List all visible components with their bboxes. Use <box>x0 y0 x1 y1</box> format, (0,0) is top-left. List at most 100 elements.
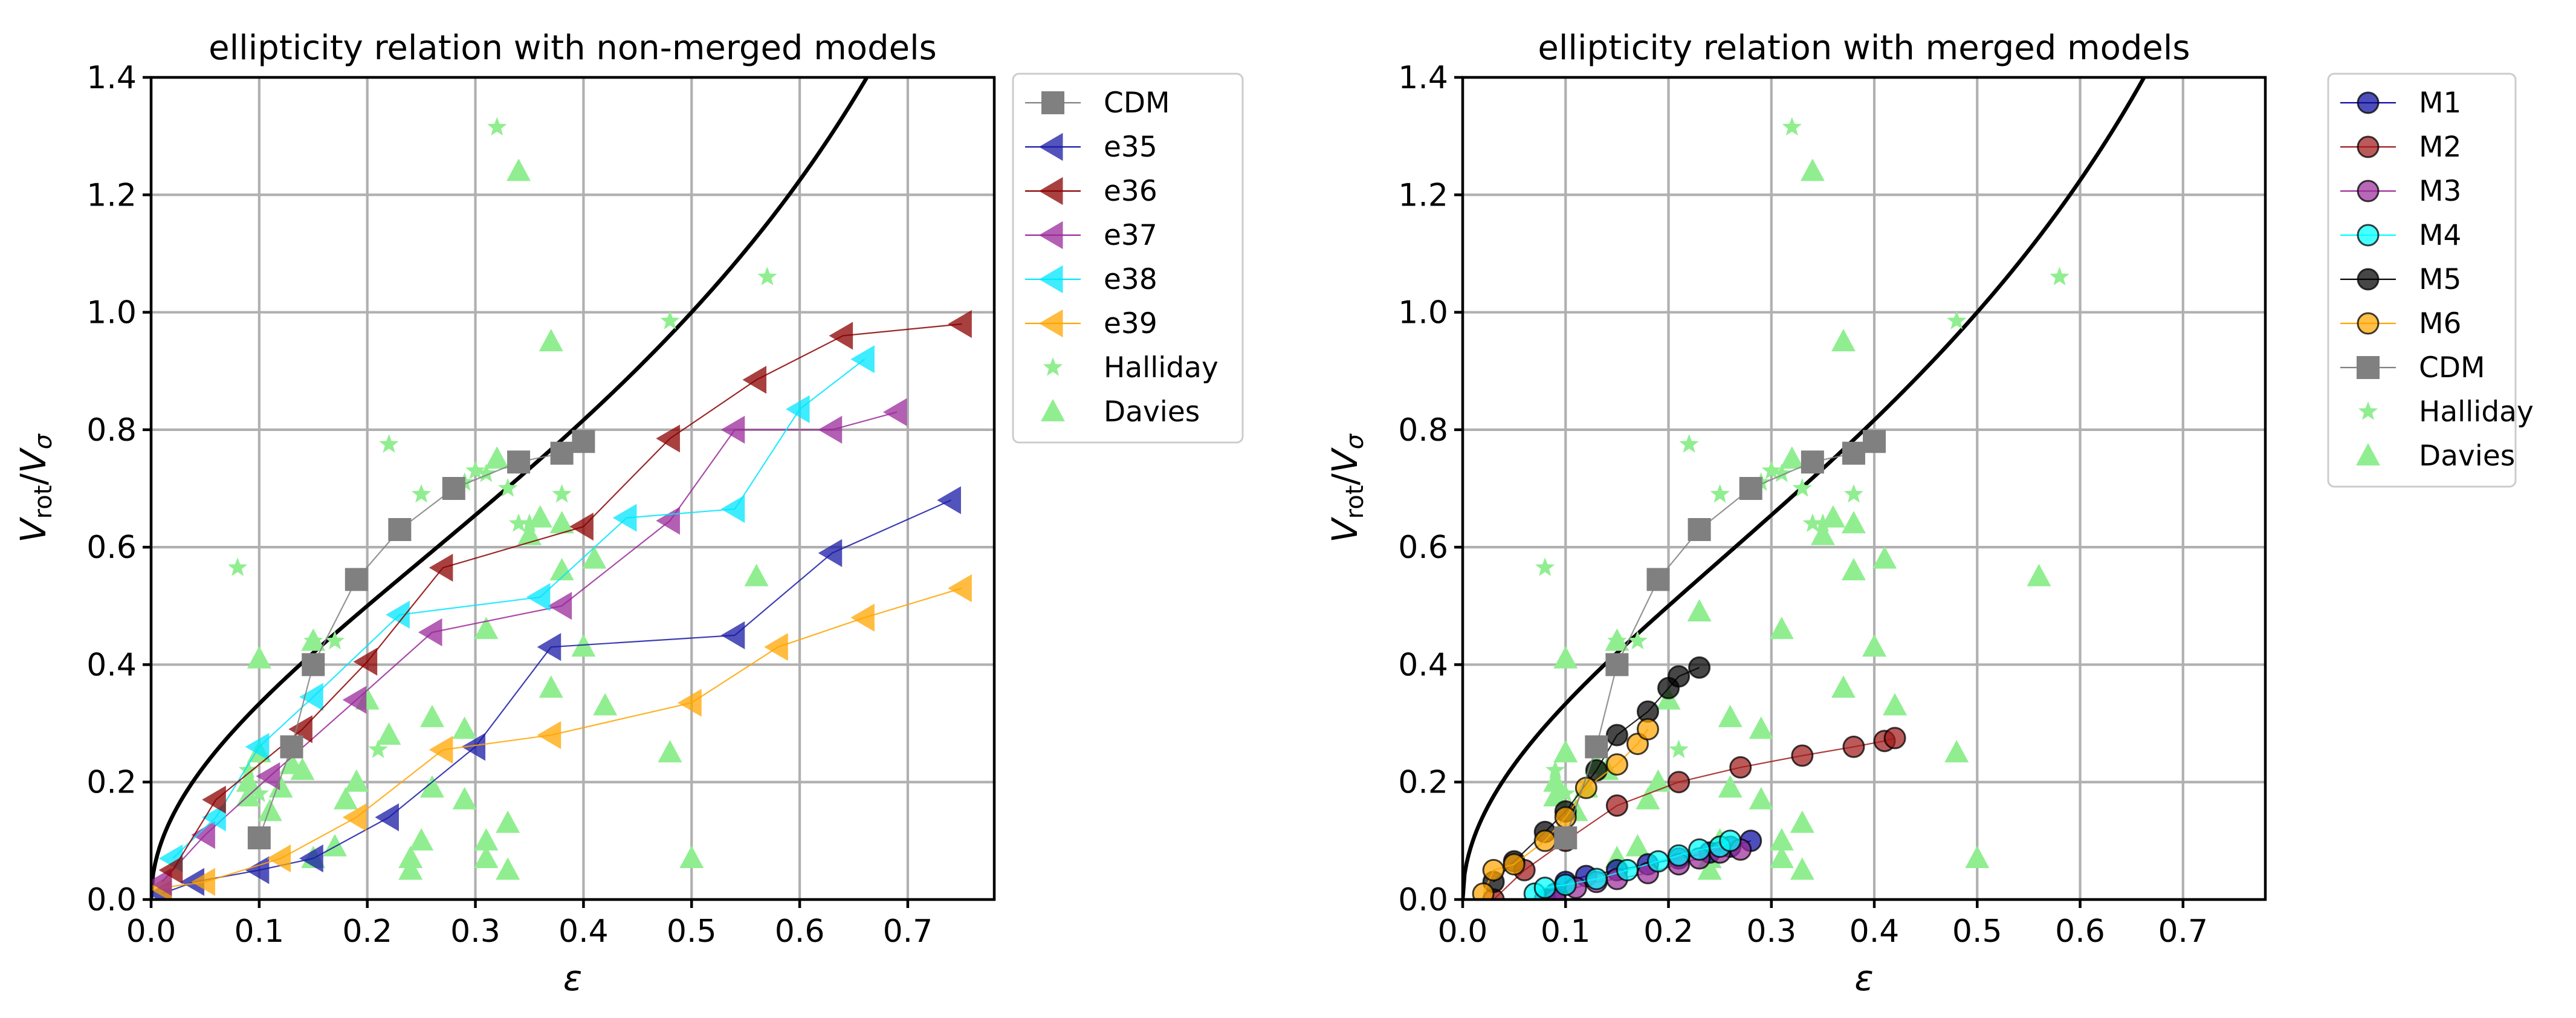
y-label-sub1: rot <box>30 485 57 519</box>
point-halliday <box>1545 760 1565 779</box>
point-halliday <box>660 311 680 329</box>
point-m6 <box>1472 882 1495 900</box>
point-cdm <box>1605 653 1629 676</box>
point-davies <box>549 511 574 534</box>
point-cdm <box>302 653 325 676</box>
point-davies <box>528 505 552 528</box>
point-m5 <box>1688 656 1711 679</box>
legend-label-m6: M6 <box>2419 307 2461 340</box>
point-m2 <box>1605 794 1628 817</box>
point-m6 <box>1574 776 1597 799</box>
series-line-e39 <box>161 588 962 889</box>
legend-label-e36: e36 <box>1104 175 1157 208</box>
x-tick-label: 0.7 <box>2158 913 2208 950</box>
point-davies <box>1779 446 1804 469</box>
point-e35 <box>937 486 961 514</box>
point-davies <box>582 546 607 569</box>
y-tick-label: 1.0 <box>1398 295 1448 331</box>
legend-marker-m5 <box>2357 268 2380 291</box>
x-tick-label: 0.6 <box>775 913 825 950</box>
plot-area <box>151 77 972 900</box>
y-tick-label: 1.2 <box>1398 177 1448 213</box>
point-m4 <box>1646 850 1669 873</box>
legend-label-davies: Davies <box>1104 395 1200 429</box>
point-davies <box>1831 675 1856 698</box>
point-davies <box>268 775 293 798</box>
point-cdm <box>1646 568 1670 591</box>
point-e36 <box>353 647 378 676</box>
y-label-slash: / <box>1324 473 1365 485</box>
point-davies <box>1697 857 1722 880</box>
point-davies <box>485 446 510 469</box>
point-davies <box>1605 628 1629 651</box>
point-m2 <box>1791 744 1814 767</box>
point-cdm <box>1688 518 1711 541</box>
theory-curve <box>1463 77 2147 900</box>
legend-marker-m4 <box>2357 224 2380 247</box>
point-e35 <box>818 539 843 567</box>
point-e38 <box>612 504 637 532</box>
series-e35 <box>151 486 961 900</box>
point-halliday <box>325 631 345 650</box>
point-e35 <box>537 633 561 661</box>
legend-marker-e37 <box>1038 221 1063 250</box>
point-e37 <box>256 762 280 791</box>
point-e39 <box>537 721 561 750</box>
point-e38 <box>245 733 270 761</box>
point-m4 <box>1585 867 1608 890</box>
series-e36 <box>158 310 972 884</box>
x-tick-label: 0.2 <box>342 913 392 950</box>
x-axis-label: ε <box>563 958 582 999</box>
point-e37 <box>720 415 745 444</box>
series-cdm <box>1554 430 1886 849</box>
point-m4 <box>1688 838 1711 861</box>
x-tick-label: 0.2 <box>1643 913 1694 950</box>
point-davies <box>1749 716 1773 739</box>
point-e39 <box>764 633 788 661</box>
point-davies <box>420 704 444 727</box>
y-tick-label: 0.2 <box>1398 765 1448 801</box>
y-tick-label: 0.6 <box>1398 530 1448 566</box>
point-davies <box>474 846 499 868</box>
y-tick-label: 0.8 <box>86 412 137 449</box>
point-halliday <box>508 513 529 532</box>
point-e38 <box>202 803 226 832</box>
series-halliday <box>227 117 777 802</box>
point-e37 <box>151 867 172 896</box>
point-m4 <box>1616 858 1639 881</box>
point-davies <box>593 693 618 716</box>
chart-title: ellipticity relation with merged models <box>1538 28 2190 68</box>
point-e35 <box>720 621 745 649</box>
point-e35 <box>245 856 270 884</box>
point-davies <box>398 846 423 868</box>
y-label-v2: V <box>13 447 54 473</box>
point-e39 <box>850 603 875 632</box>
point-davies <box>1718 704 1743 727</box>
point-cdm <box>1801 450 1824 474</box>
legend-box <box>1012 73 1244 444</box>
point-m2 <box>1668 771 1691 794</box>
x-tick-label: 0.0 <box>1438 913 1488 950</box>
point-davies <box>333 786 358 809</box>
point-e37 <box>342 686 367 714</box>
point-davies <box>1944 740 1969 763</box>
series-davies <box>236 158 769 880</box>
point-cdm <box>1842 441 1865 465</box>
point-cdm <box>247 826 271 849</box>
point-davies <box>344 769 369 792</box>
legend-box <box>2327 73 2517 488</box>
point-e39 <box>948 574 972 603</box>
point-halliday <box>227 557 248 576</box>
series-e37 <box>151 398 907 896</box>
panel-2: 0.0 0.1 0.2 0.3 0.4 0.5 0.6 0.7 0.0 0.2 0.4 0.6 0.8 1… <box>1324 28 2534 999</box>
x-tick-label: 0.3 <box>1746 913 1796 950</box>
point-davies <box>1965 846 1990 868</box>
point-halliday <box>1710 484 1730 503</box>
x-axis-label: ε <box>1854 958 1873 999</box>
point-davies <box>1883 693 1908 716</box>
point-cdm <box>388 518 412 541</box>
point-e37 <box>548 592 572 620</box>
legend-label-e38: e38 <box>1104 263 1157 296</box>
x-tick-label: 0.4 <box>1849 913 1900 950</box>
point-davies <box>517 522 542 545</box>
